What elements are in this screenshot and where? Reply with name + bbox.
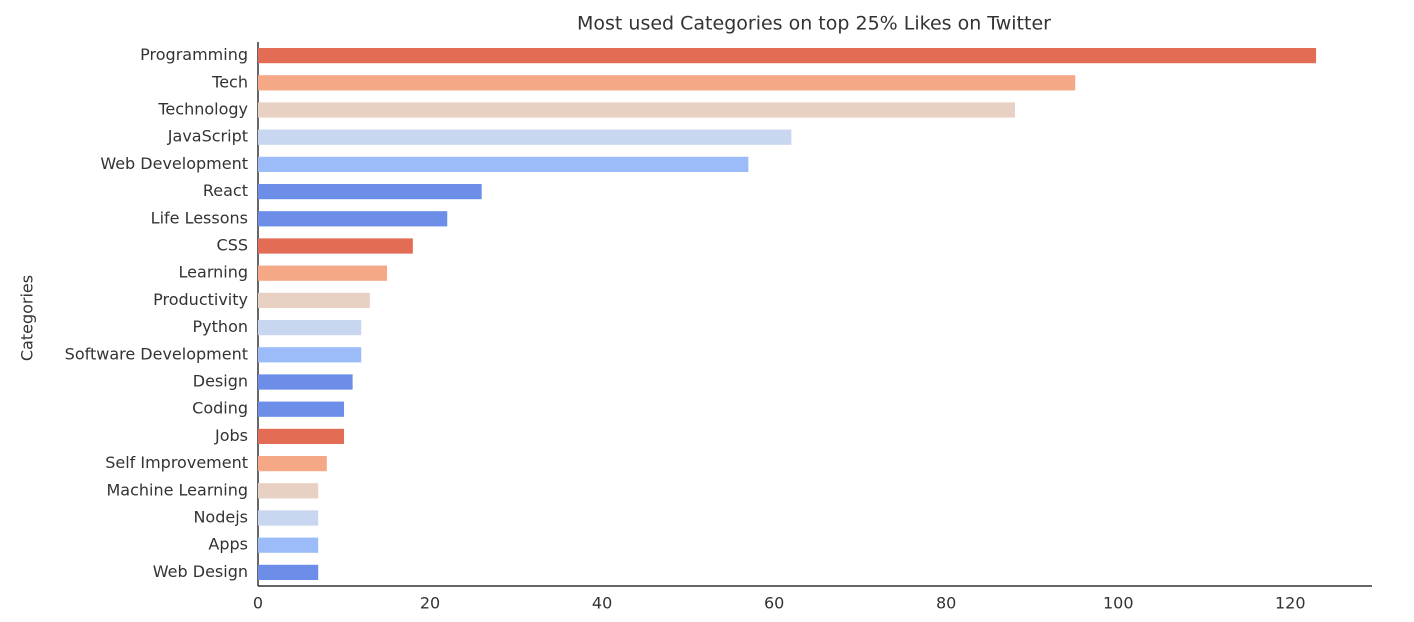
bar: [258, 455, 327, 472]
y-tick-label: Tech: [211, 72, 248, 91]
bar: [258, 319, 362, 336]
y-tick-label: Web Design: [153, 562, 248, 581]
y-tick-label: Jobs: [214, 426, 248, 445]
x-tick-label: 40: [592, 594, 612, 613]
bar: [258, 483, 319, 499]
y-tick-label: JavaScript: [167, 127, 248, 146]
y-axis-label: Categories: [18, 275, 37, 361]
chart-title: Most used Categories on top 25% Likes on…: [577, 13, 1051, 35]
bar: [258, 347, 362, 363]
bar: [258, 75, 1076, 91]
bar: [258, 183, 482, 200]
x-tick-label: 0: [253, 594, 263, 613]
y-tick-label: Nodejs: [193, 508, 248, 527]
y-tick-label: Coding: [192, 399, 248, 418]
bar: [258, 238, 413, 254]
x-tick-label: 20: [420, 594, 440, 613]
bar: [258, 265, 388, 281]
y-tick-label: Web Development: [100, 154, 248, 173]
y-tick-label: Python: [193, 317, 248, 336]
x-tick-label: 120: [1275, 594, 1306, 613]
y-tick-label: Software Development: [65, 344, 248, 363]
x-tick-label: 60: [764, 594, 784, 613]
y-tick-label: Design: [193, 372, 248, 391]
y-tick-label: Apps: [208, 535, 248, 554]
x-tick-label: 80: [936, 594, 956, 613]
x-tick-label: 100: [1103, 594, 1134, 613]
y-tick-label: React: [203, 181, 248, 200]
bar: [258, 564, 319, 581]
bar: [258, 374, 353, 390]
bar: [258, 47, 1317, 64]
y-tick-label: Machine Learning: [106, 480, 248, 499]
bar: [258, 537, 319, 553]
y-tick-label: Learning: [179, 263, 248, 282]
bar: [258, 428, 345, 445]
y-tick-label: Life Lessons: [151, 208, 248, 227]
bar: [258, 510, 319, 526]
bar: [258, 156, 749, 173]
bar: [258, 129, 792, 145]
y-tick-label: CSS: [217, 236, 248, 255]
y-tick-label: Productivity: [153, 290, 248, 309]
bar: [258, 102, 1016, 118]
y-tick-label: Self Improvement: [105, 453, 248, 472]
bar: [258, 211, 448, 227]
bar: [258, 401, 345, 417]
y-tick-label: Technology: [157, 100, 248, 119]
y-tick-label: Programming: [140, 45, 248, 64]
bar: [258, 292, 370, 309]
